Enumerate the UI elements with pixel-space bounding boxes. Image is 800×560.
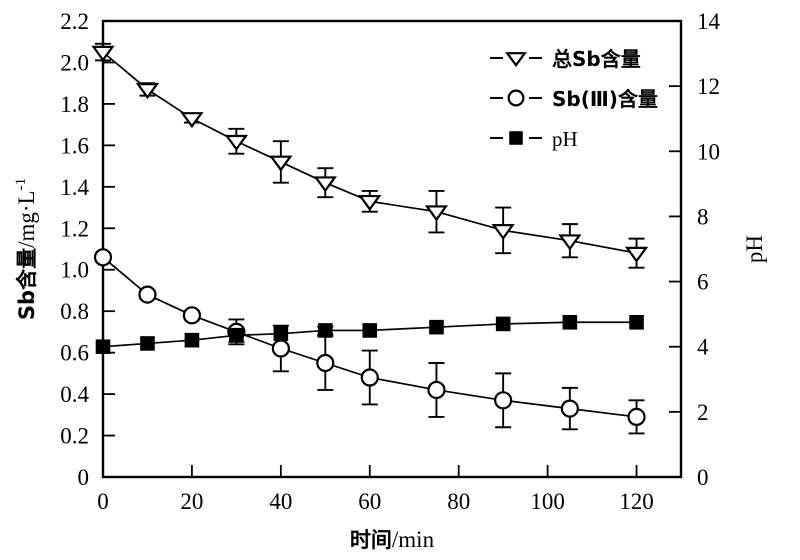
left-axis-tick-label: 0.2 xyxy=(60,424,89,449)
marker-square-legend xyxy=(509,131,523,145)
left-axis-tick-label: 0 xyxy=(78,465,90,490)
bottom-axis-tick-label: 120 xyxy=(619,489,654,514)
bottom-axis-tick-label: 60 xyxy=(358,489,381,514)
marker-triangle-down xyxy=(224,134,249,151)
series-line xyxy=(102,51,637,254)
right-axis-tick-label: 2 xyxy=(697,400,709,425)
left-axis-tick-label: 1.6 xyxy=(60,133,89,158)
left-axis-tick-label: 0.6 xyxy=(60,341,89,366)
right-axis-tick-label: 6 xyxy=(697,270,709,295)
marker-circle xyxy=(138,285,157,304)
right-axis-tick-label: 10 xyxy=(697,139,720,164)
left-axis-tick-label: 1.0 xyxy=(60,258,89,283)
marker-circle xyxy=(427,380,446,400)
bottom-axis-tick-label: 0 xyxy=(97,489,109,514)
bottom-axis-title: 时间/min xyxy=(350,527,435,552)
marker-square xyxy=(184,332,200,348)
marker-triangle-down xyxy=(624,246,649,263)
bottom-axis-tick-label: 20 xyxy=(180,489,203,514)
marker-circle xyxy=(271,339,290,358)
marker-circle xyxy=(316,353,335,373)
marker-square xyxy=(318,323,333,338)
marker-square xyxy=(495,316,511,332)
left-axis-tick-label: 2.2 xyxy=(60,9,89,34)
series-total-sb xyxy=(95,42,645,269)
marker-square xyxy=(629,314,644,330)
marker-triangle-down xyxy=(269,155,293,172)
left-axis-title: Sb含量/mg·L-1 xyxy=(13,178,39,320)
left-axis-tick-label: 0.4 xyxy=(60,382,89,407)
legend-label: 总Sb含量 xyxy=(552,47,641,71)
legend-label: pH xyxy=(552,127,578,151)
bottom-axis-tick-label: 40 xyxy=(269,489,292,514)
marker-circle xyxy=(182,306,202,325)
marker-triangle-down xyxy=(135,83,160,100)
right-axis-tick-label: 14 xyxy=(697,9,721,34)
right-axis-tick-label: 12 xyxy=(697,74,720,99)
marker-triangle-down xyxy=(91,45,115,62)
marker-square xyxy=(562,314,578,330)
bottom-axis-tick-label: 100 xyxy=(530,489,565,514)
right-axis-tick-label: 0 xyxy=(697,465,709,490)
marker-triangle-down xyxy=(180,112,204,129)
marker-triangle-down xyxy=(558,234,582,251)
left-axis-tick-label: 0.8 xyxy=(60,299,89,324)
marker-circle xyxy=(494,391,513,410)
marker-square xyxy=(429,319,444,335)
left-axis-tick-label: 1.4 xyxy=(60,175,89,200)
marker-square xyxy=(95,339,111,355)
marker-circle xyxy=(360,368,379,387)
marker-circle-legend xyxy=(507,89,525,107)
right-axis-tick-label: 8 xyxy=(697,204,709,229)
marker-square xyxy=(229,328,244,343)
legend-label: Sb(Ⅲ)含量 xyxy=(552,87,658,111)
marker-square xyxy=(273,326,289,341)
marker-triangle-down-legend xyxy=(505,52,527,68)
bottom-axis-tick-label: 80 xyxy=(447,489,470,514)
marker-triangle-down xyxy=(358,194,382,212)
right-axis-title: pH xyxy=(742,235,767,263)
left-axis-tick-label: 2.0 xyxy=(60,50,89,75)
marker-square xyxy=(362,323,378,338)
left-axis-tick-label: 1.8 xyxy=(60,92,89,117)
marker-circle xyxy=(560,399,579,418)
marker-square xyxy=(140,336,155,351)
marker-circle xyxy=(627,407,646,426)
right-axis-tick-label: 4 xyxy=(697,335,709,360)
marker-triangle-down xyxy=(491,223,515,241)
marker-circle xyxy=(93,248,113,267)
marker-triangle-down xyxy=(424,205,449,222)
left-axis-tick-label: 1.2 xyxy=(60,216,89,241)
marker-triangle-down xyxy=(313,176,337,193)
